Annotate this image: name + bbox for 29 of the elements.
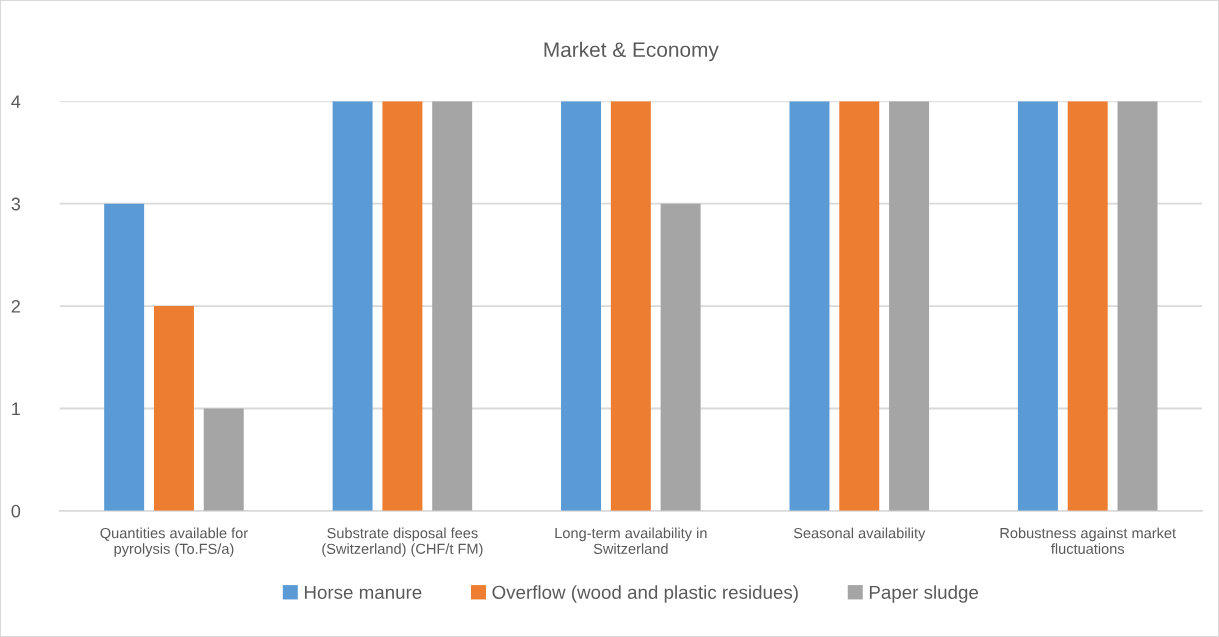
bar (332, 101, 373, 511)
bar (660, 203, 701, 511)
bar (382, 101, 423, 511)
chart-title: Market & Economy (544, 41, 719, 62)
bar (789, 101, 830, 511)
bar (839, 101, 880, 511)
y-tick-label: 0 (11, 504, 21, 518)
bar (1117, 101, 1158, 511)
legend-label: Paper sludge (869, 585, 979, 603)
legend-label: Horse manure (304, 585, 422, 599)
bar (104, 203, 145, 511)
y-tick-label: 1 (12, 402, 20, 416)
bar (153, 306, 194, 511)
y-tick-label: 4 (11, 95, 21, 108)
x-tick-label: Robustness against market fluctuations (1000, 527, 1176, 554)
x-tick-label: Seasonal availability (793, 527, 926, 542)
bar (561, 101, 602, 511)
y-tick-label: 2 (11, 300, 20, 313)
x-tick-label: Substrate disposal fees (Switzerland) (CHF/t FM) (322, 527, 483, 557)
legend-label: Overflow (wood and plastic residues) (492, 585, 798, 603)
bar (1067, 101, 1108, 511)
x-tick-label: Quantities available for pyrolysis (To.FS/a) (100, 527, 248, 557)
bar (889, 101, 930, 511)
bar (610, 101, 651, 511)
y-tick-label: 3 (11, 197, 21, 211)
x-tick-label: Long-term availability in Switzerland (555, 527, 707, 554)
bar (432, 101, 473, 511)
bar (203, 408, 244, 511)
bar (1017, 101, 1058, 511)
